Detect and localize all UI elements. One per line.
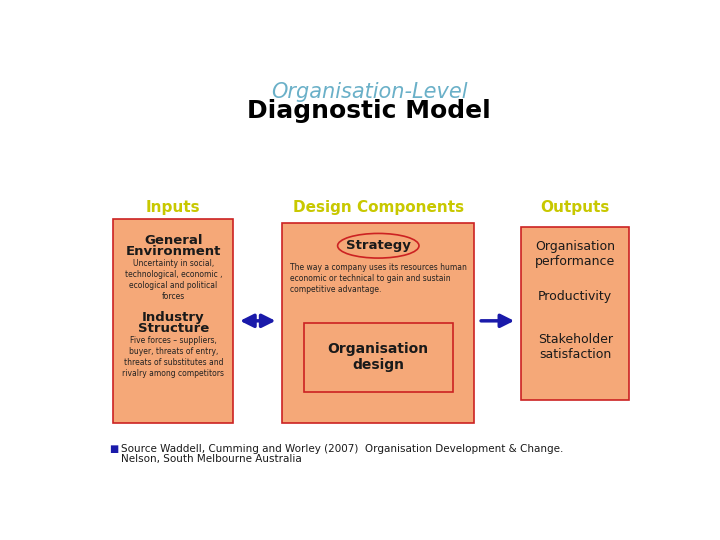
Text: Industry: Industry [142,311,204,324]
Text: Organisation-Level: Organisation-Level [271,82,467,102]
FancyBboxPatch shape [282,222,474,423]
Text: The way a company uses its resources human
economic or technical to gain and sus: The way a company uses its resources hum… [290,262,467,294]
Text: Organisation
design: Organisation design [328,342,429,373]
Text: Diagnostic Model: Diagnostic Model [247,99,491,124]
Text: Organisation
performance: Organisation performance [535,240,616,268]
FancyBboxPatch shape [113,219,233,423]
FancyBboxPatch shape [304,323,453,392]
Text: Five forces – suppliers,
buyer, threats of entry,
threats of substitutes and
riv: Five forces – suppliers, buyer, threats … [122,336,225,378]
Text: Outputs: Outputs [541,200,610,214]
Text: Productivity: Productivity [538,289,612,302]
Text: ■: ■ [109,444,118,454]
Text: Nelson, South Melbourne Australia: Nelson, South Melbourne Australia [121,454,302,464]
Text: Source Waddell, Cumming and Worley (2007)  Organisation Development & Change.: Source Waddell, Cumming and Worley (2007… [121,444,563,454]
Ellipse shape [338,233,419,258]
Text: Strategy: Strategy [346,239,410,252]
Text: Inputs: Inputs [145,200,200,214]
Text: Environment: Environment [125,245,221,258]
Text: Stakeholder
satisfaction: Stakeholder satisfaction [538,333,613,361]
Text: Design Components: Design Components [293,200,464,214]
FancyBboxPatch shape [521,226,629,400]
Text: General: General [144,234,202,247]
Text: Structure: Structure [138,322,209,335]
Text: Uncertainty in social,
technological, economic ,
ecological and political
forces: Uncertainty in social, technological, ec… [125,259,222,301]
